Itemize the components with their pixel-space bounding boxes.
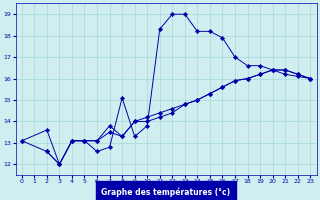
X-axis label: Graphe des températures (°c): Graphe des températures (°c)	[101, 187, 231, 197]
